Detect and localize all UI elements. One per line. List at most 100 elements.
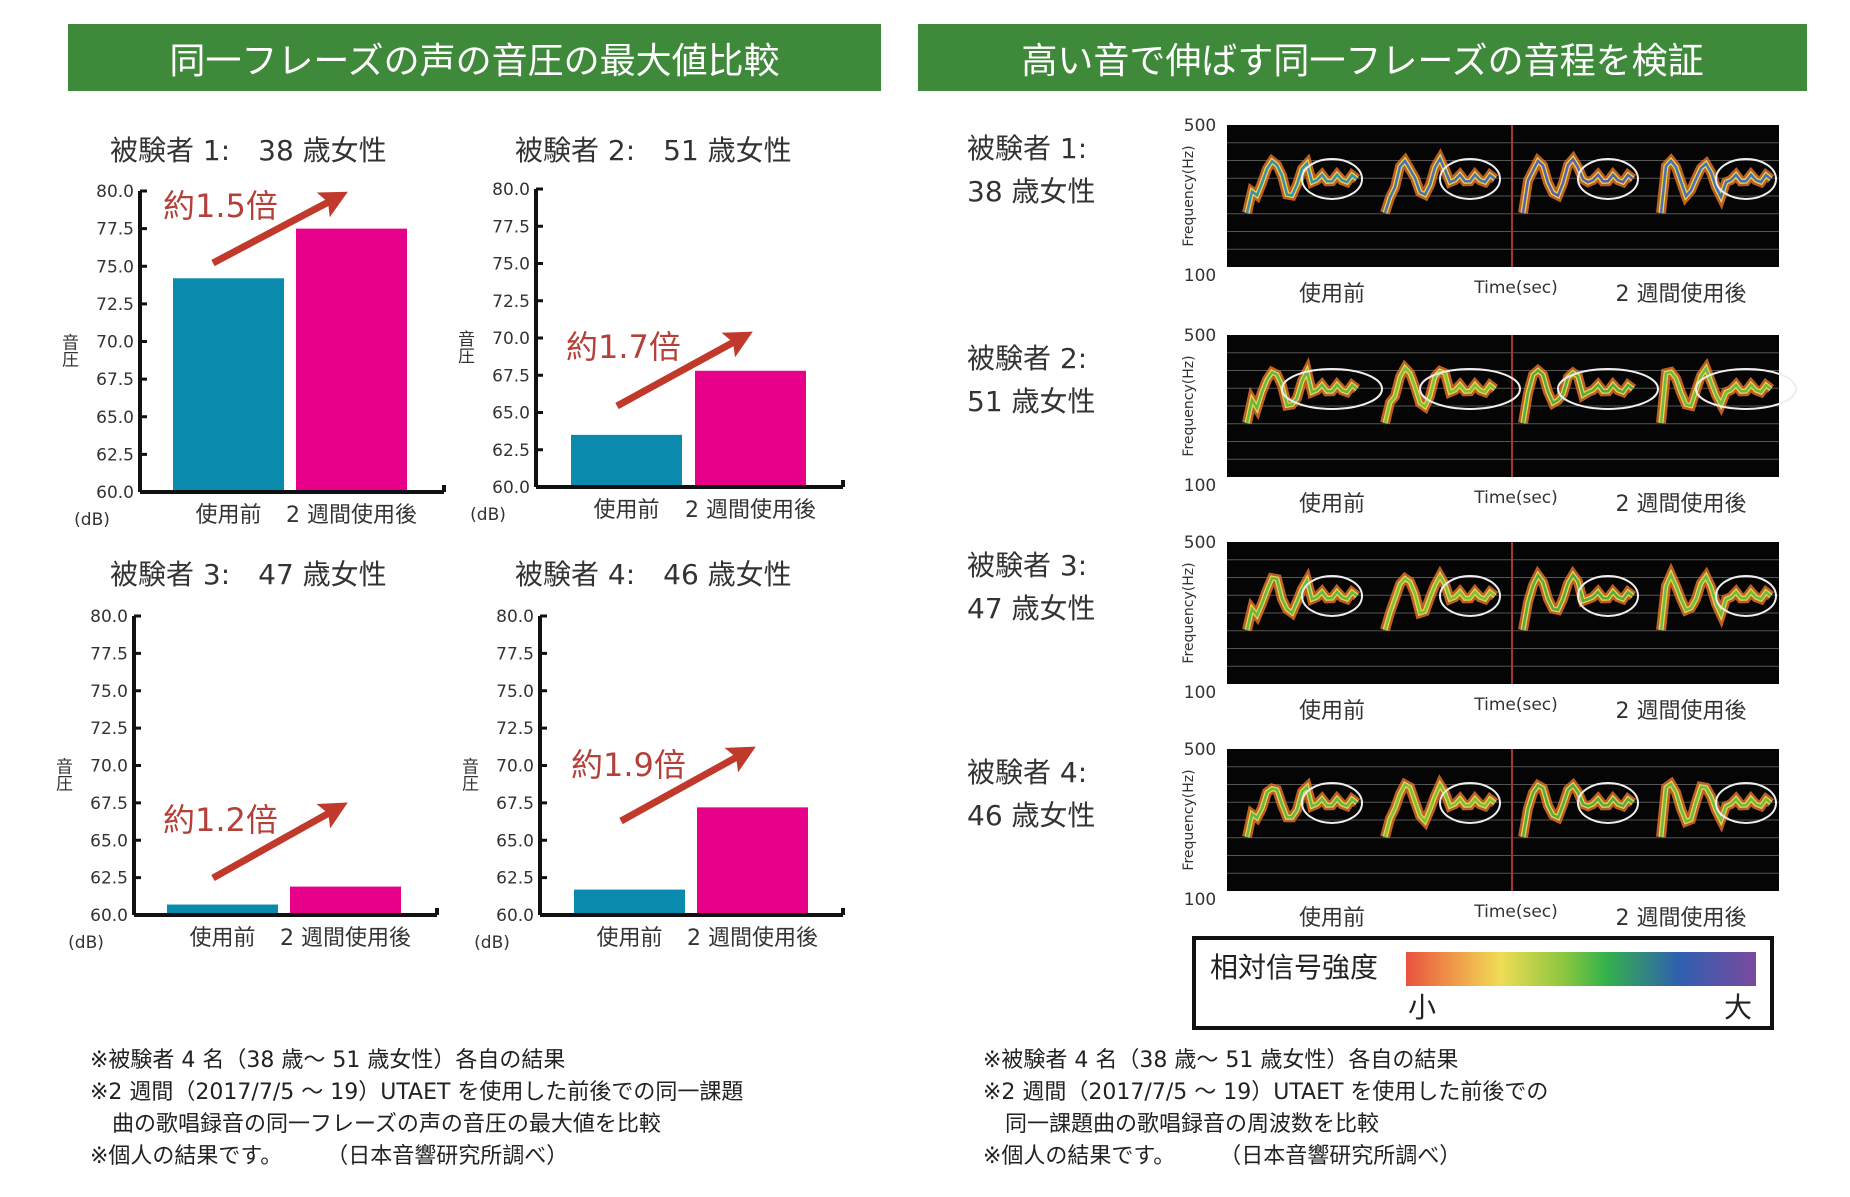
bar-after xyxy=(697,807,808,915)
highlight-ellipse xyxy=(1439,157,1501,200)
highlight-ellipse xyxy=(1715,574,1777,617)
x-axis-label: Time(sec) xyxy=(1473,695,1558,715)
y-tick-label: 80.0 xyxy=(90,607,128,627)
y-axis-unit: (dB) xyxy=(470,505,506,525)
highlight-ellipse xyxy=(1557,367,1659,410)
y-axis-label: Frequency(Hz) xyxy=(1181,562,1197,663)
increase-arrow-icon xyxy=(615,331,753,410)
left-section-header: 同一フレーズの声の音圧の最大値比較 xyxy=(68,24,881,91)
y-tick-label: 72.5 xyxy=(96,295,134,315)
pitch-trace-core xyxy=(1245,576,1358,631)
chart-title: 被験者 4: 46 歳女性 xyxy=(515,558,792,591)
y-tick-label: 65.0 xyxy=(492,404,530,424)
right-notes: ※被験者 4 名（38 歳～ 51 歳女性）各自の結果 ※2 週間（2017/7… xyxy=(983,1045,1548,1173)
note-line: ※被験者 4 名（38 歳～ 51 歳女性）各自の結果 xyxy=(90,1048,566,1073)
after-label: 2 週間使用後 xyxy=(1616,699,1747,724)
after-label: 2 週間使用後 xyxy=(1616,906,1747,931)
bar-before xyxy=(571,434,682,487)
increase-annotation: 約1.7倍 xyxy=(566,328,681,366)
highlight-ellipse xyxy=(1715,157,1777,200)
y-axis-unit: (dB) xyxy=(68,933,104,953)
bar-after xyxy=(290,886,401,915)
left-notes: ※被験者 4 名（38 歳～ 51 歳女性）各自の結果 ※2 週間（2017/7… xyxy=(90,1045,743,1173)
spectrogram-subject: 被験者 2: xyxy=(967,342,1087,375)
pitch-trace-core xyxy=(1521,783,1634,838)
category-label: 使用前 xyxy=(596,926,662,951)
category-label: 2 週間使用後 xyxy=(280,926,411,951)
increase-annotation: 約1.2倍 xyxy=(163,801,278,839)
after-label: 2 週間使用後 xyxy=(1616,492,1747,517)
y-tick-label: 75.0 xyxy=(90,682,128,702)
pitch-trace-core xyxy=(1659,158,1772,214)
category-label: 使用前 xyxy=(593,498,659,523)
y-tick-label: 67.5 xyxy=(96,370,134,390)
note-line: ※2 週間（2017/7/5 ～ 19）UTAET を使用した前後での同一課題 xyxy=(90,1080,744,1105)
highlight-ellipse xyxy=(1439,574,1501,617)
bar-before xyxy=(173,278,284,492)
right-section-header: 高い音で伸ばす同一フレーズの音程を検証 xyxy=(918,24,1807,91)
y-tick-label: 60.0 xyxy=(90,906,128,926)
y-axis-unit: (dB) xyxy=(74,510,110,530)
y-tick-label: 65.0 xyxy=(496,831,534,851)
highlight-ellipse xyxy=(1439,781,1501,824)
spectrogram-profile: 38 歳女性 xyxy=(967,175,1096,208)
y-tick-label: 65.0 xyxy=(96,408,134,428)
y-tick-label: 60.0 xyxy=(96,483,134,503)
pitch-trace-core xyxy=(1383,782,1496,838)
y-axis-unit: (dB) xyxy=(474,933,510,953)
pitch-trace-core xyxy=(1521,572,1634,631)
y-top-label: 500 xyxy=(1184,116,1216,136)
y-tick-label: 80.0 xyxy=(492,180,530,200)
category-label: 2 週間使用後 xyxy=(286,503,417,528)
note-line: ※個人の結果です。 （日本音響研究所調べ） xyxy=(90,1144,569,1169)
y-axis-label: Frequency(Hz) xyxy=(1181,355,1197,456)
y-tick-label: 75.0 xyxy=(496,682,534,702)
y-axis-label: Frequency(Hz) xyxy=(1181,145,1197,246)
y-tick-label: 60.0 xyxy=(492,478,530,498)
y-tick-label: 77.5 xyxy=(90,644,128,664)
chart-title: 被験者 2: 51 歳女性 xyxy=(515,134,792,167)
highlight-ellipse xyxy=(1301,574,1363,617)
legend-color-gradient xyxy=(1406,952,1756,986)
y-bottom-label: 100 xyxy=(1184,683,1216,703)
before-label: 使用前 xyxy=(1299,282,1365,307)
highlight-ellipse xyxy=(1281,367,1383,410)
bar-after xyxy=(695,370,806,487)
highlight-ellipse xyxy=(1577,157,1639,200)
pitch-trace-core xyxy=(1659,571,1772,631)
y-tick-label: 62.5 xyxy=(496,869,534,889)
y-tick-label: 80.0 xyxy=(496,607,534,627)
y-axis-label: Frequency(Hz) xyxy=(1181,769,1197,870)
y-tick-label: 77.5 xyxy=(496,644,534,664)
increase-annotation: 約1.5倍 xyxy=(163,187,278,225)
y-tick-label: 77.5 xyxy=(492,217,530,237)
bar-after xyxy=(296,228,407,492)
x-axis-label: Time(sec) xyxy=(1473,902,1558,922)
increase-arrow-icon xyxy=(619,746,756,825)
highlight-ellipse xyxy=(1577,781,1639,824)
y-axis-label: 音圧 xyxy=(454,330,475,364)
note-line: ※被験者 4 名（38 歳～ 51 歳女性）各自の結果 xyxy=(983,1048,1459,1073)
bar-before xyxy=(574,889,685,915)
y-tick-label: 70.0 xyxy=(496,757,534,777)
x-axis-label: Time(sec) xyxy=(1473,488,1558,508)
category-label: 使用前 xyxy=(195,503,261,528)
highlight-ellipse xyxy=(1695,367,1797,410)
increase-arrow-icon xyxy=(211,802,348,882)
chart-title: 被験者 1: 38 歳女性 xyxy=(110,134,387,167)
highlight-ellipse xyxy=(1301,157,1363,200)
y-top-label: 500 xyxy=(1184,533,1216,553)
before-label: 使用前 xyxy=(1299,906,1365,931)
spectrogram-profile: 46 歳女性 xyxy=(967,799,1096,832)
y-tick-label: 72.5 xyxy=(90,719,128,739)
pitch-trace-core xyxy=(1659,365,1772,424)
y-axis-label: 音圧 xyxy=(458,757,479,791)
note-line: 同一課題曲の歌唱録音の周波数を比較 xyxy=(983,1112,1380,1137)
y-tick-label: 70.0 xyxy=(96,333,134,353)
highlight-ellipse xyxy=(1301,781,1363,824)
y-tick-label: 62.5 xyxy=(492,441,530,461)
y-axis-label: 音圧 xyxy=(52,757,73,791)
y-bottom-label: 100 xyxy=(1184,890,1216,910)
y-tick-label: 67.5 xyxy=(90,794,128,814)
